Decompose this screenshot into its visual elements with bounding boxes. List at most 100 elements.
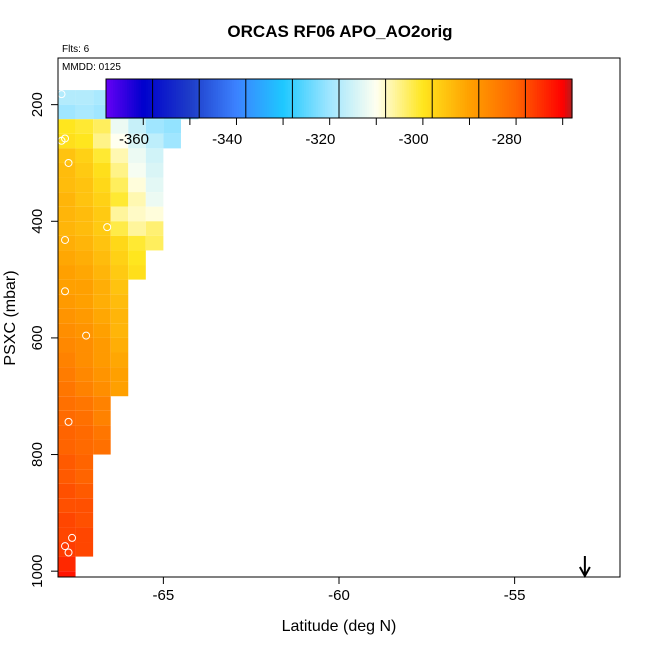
colorbar-segment bbox=[278, 79, 282, 118]
heatmap-cell bbox=[75, 294, 94, 309]
colorbar-tick-label: -320 bbox=[305, 131, 335, 148]
colorbar-segment bbox=[555, 79, 559, 118]
heatmap-cell bbox=[75, 337, 94, 353]
colorbar-segment bbox=[208, 79, 212, 118]
heatmap-cell bbox=[75, 148, 94, 163]
colorbar-segment bbox=[394, 79, 398, 118]
colorbar-segment bbox=[166, 79, 170, 118]
colorbar-segment bbox=[318, 79, 321, 118]
colorbar-segment bbox=[425, 79, 429, 118]
colorbar-segment bbox=[315, 79, 319, 118]
colorbar-segment bbox=[229, 79, 233, 118]
colorbar-segment bbox=[483, 79, 487, 118]
y-tick-label: 400 bbox=[29, 209, 46, 234]
colorbar-segment bbox=[285, 79, 289, 118]
colorbar-segment bbox=[345, 79, 349, 118]
colorbar-segment bbox=[376, 79, 380, 118]
heatmap-cell bbox=[58, 279, 76, 295]
heatmap-cell bbox=[110, 148, 129, 163]
heatmap-cell bbox=[93, 279, 111, 295]
chart-title: ORCAS RF06 APO_AO2orig bbox=[227, 22, 452, 41]
colorbar-segment bbox=[283, 79, 287, 118]
heatmap-cell bbox=[93, 294, 111, 309]
colorbar-segment bbox=[546, 79, 550, 118]
colorbar-segment bbox=[252, 79, 256, 118]
colorbar-segment bbox=[366, 79, 370, 118]
colorbar-segment bbox=[520, 79, 524, 118]
heatmap-cell bbox=[75, 483, 94, 499]
colorbar-segment bbox=[290, 79, 293, 118]
colorbar-segment bbox=[548, 79, 552, 118]
heatmap-cell bbox=[110, 192, 129, 207]
heatmap-cell bbox=[75, 410, 94, 426]
heatmap-cell bbox=[75, 469, 94, 484]
heatmap-cell bbox=[163, 133, 181, 149]
heatmap-cell bbox=[58, 308, 76, 324]
heatmap-cell bbox=[110, 162, 129, 178]
heatmap-cell bbox=[128, 177, 146, 193]
heatmap-cell bbox=[110, 308, 129, 324]
heatmap-cell bbox=[58, 192, 76, 207]
colorbar-segment bbox=[541, 79, 545, 118]
heatmap-cells bbox=[58, 90, 199, 577]
colorbar: -360 -340 -320 -300 -280 bbox=[105, 78, 573, 148]
colorbar-segment bbox=[369, 79, 373, 118]
colorbar-segment bbox=[136, 79, 140, 118]
colorbar-segment bbox=[462, 79, 466, 118]
heatmap-cell bbox=[58, 527, 76, 543]
colorbar-segment bbox=[201, 79, 205, 118]
colorbar-segment bbox=[152, 79, 156, 118]
heatmap-cell bbox=[110, 177, 129, 193]
heatmap-cell bbox=[58, 512, 76, 528]
colorbar-segment bbox=[383, 79, 387, 118]
heatmap-cell bbox=[75, 235, 94, 251]
colorbar-segment bbox=[269, 79, 273, 118]
heatmap-cell bbox=[75, 133, 94, 149]
heatmap-cell bbox=[75, 542, 94, 557]
heatmap-cell bbox=[128, 221, 146, 236]
heatmap-cell bbox=[128, 235, 146, 251]
colorbar-segment bbox=[301, 79, 305, 118]
colorbar-segment bbox=[294, 79, 298, 118]
heatmap-cell bbox=[58, 323, 76, 338]
heatmap-cell bbox=[75, 265, 94, 280]
heatmap-cell bbox=[145, 133, 164, 149]
colorbar-segment bbox=[492, 79, 496, 118]
flights-count-label: Flts: 6 bbox=[62, 44, 90, 55]
heatmap-cell bbox=[75, 425, 94, 440]
colorbar-segment bbox=[320, 79, 324, 118]
colorbar-tick-label: -360 bbox=[119, 131, 149, 148]
heatmap-cell bbox=[58, 498, 76, 513]
colorbar-segment bbox=[432, 79, 436, 118]
heatmap-cell bbox=[128, 119, 146, 134]
heatmap-cell bbox=[93, 177, 111, 193]
heatmap-cell bbox=[93, 192, 111, 207]
colorbar-segment bbox=[292, 79, 296, 118]
colorbar-segment bbox=[476, 79, 480, 118]
colorbar-segment bbox=[236, 79, 240, 118]
colorbar-segment bbox=[145, 79, 149, 118]
heatmap-cell bbox=[75, 279, 94, 295]
colorbar-segment bbox=[544, 79, 547, 118]
colorbar-segment bbox=[502, 79, 506, 118]
heatmap-cell bbox=[93, 308, 111, 324]
colorbar-segment bbox=[525, 79, 529, 118]
colorbar-segment bbox=[534, 79, 538, 118]
heatmap-cell bbox=[75, 396, 94, 411]
x-axis-label: Latitude (deg N) bbox=[282, 618, 397, 635]
observation-point bbox=[61, 287, 70, 296]
x-tick-label: -60 bbox=[328, 587, 350, 604]
heatmap-cell bbox=[128, 206, 146, 222]
colorbar-segment bbox=[539, 79, 543, 118]
observation-point bbox=[103, 223, 112, 232]
colorbar-segment bbox=[560, 79, 564, 118]
colorbar-segment bbox=[411, 79, 415, 118]
colorbar-segment bbox=[415, 79, 419, 118]
colorbar-segment bbox=[516, 79, 520, 118]
colorbar-segment bbox=[399, 79, 403, 118]
heatmap-cell bbox=[110, 381, 129, 397]
colorbar-segment bbox=[553, 79, 557, 118]
heatmap-cell bbox=[58, 162, 76, 178]
heatmap-cell bbox=[75, 104, 94, 120]
colorbar-segment bbox=[182, 79, 186, 118]
